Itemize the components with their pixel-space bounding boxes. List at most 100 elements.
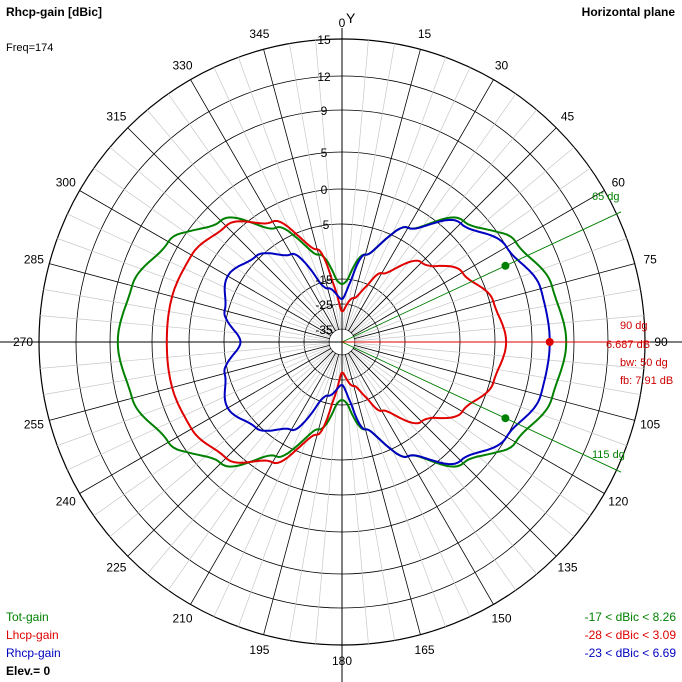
angle-tick-label: 210 xyxy=(172,611,192,625)
grid-spoke-minor xyxy=(349,93,517,332)
angle-tick-label: 240 xyxy=(56,495,76,509)
grid-spoke-major xyxy=(353,348,605,494)
grid-spoke-minor xyxy=(354,346,627,446)
marker-point xyxy=(501,261,510,270)
grid-spoke-major xyxy=(350,350,557,557)
angle-tick-label: 300 xyxy=(56,176,76,190)
grid-spoke-minor xyxy=(289,354,341,641)
marker-point xyxy=(545,338,554,346)
radial-tick-label: -5 xyxy=(319,218,330,232)
grid-spoke-minor xyxy=(315,354,342,644)
angle-tick-label: 90 xyxy=(654,335,668,349)
grid-spoke-major xyxy=(353,190,605,336)
radial-tick-label: 9 xyxy=(321,104,328,118)
angle-tick-label: 105 xyxy=(640,418,660,432)
grid-spoke-major xyxy=(127,127,334,334)
grid-spoke-minor xyxy=(43,289,330,341)
legend-lhcp-label: Lhcp-gain xyxy=(6,628,59,642)
grid-spoke-minor xyxy=(289,43,341,330)
series-tot-gain xyxy=(116,216,568,468)
grid-spoke-minor xyxy=(342,354,369,644)
angle-tick-label: 30 xyxy=(495,59,509,73)
radial-tick-label: -25 xyxy=(315,298,333,312)
grid-spoke-major xyxy=(344,49,421,330)
legend-tot-range: -17 < dBic < 8.26 xyxy=(584,610,676,624)
grid-spoke-major xyxy=(350,127,557,334)
grid-spoke-minor xyxy=(354,342,644,369)
grid-spoke-major xyxy=(344,354,421,635)
angle-tick-label: 60 xyxy=(612,176,626,190)
grid-spoke-major xyxy=(354,344,635,421)
grid-spoke-minor xyxy=(40,342,330,369)
chart-title: Rhcp-gain [dBic] xyxy=(6,5,102,19)
angle-tick-label: 45 xyxy=(561,109,575,123)
legend-rhcp-label: Rhcp-gain xyxy=(6,646,61,660)
grid-spoke-minor xyxy=(43,343,330,395)
grid-spoke-minor xyxy=(352,349,591,517)
marker-lower-label: 115 dg xyxy=(592,449,625,461)
grid-spoke-minor xyxy=(167,93,335,332)
grid-spoke-major xyxy=(49,263,330,340)
grid-spoke-minor xyxy=(343,43,395,330)
grid-spoke-major xyxy=(348,353,494,605)
grid-spoke-minor xyxy=(346,57,446,330)
main-direction-label: 90 dg xyxy=(620,320,648,332)
grid-spoke-major xyxy=(49,344,330,421)
marker-point xyxy=(501,414,510,423)
angle-tick-label: 15 xyxy=(418,27,432,41)
grid-spoke-minor xyxy=(342,40,369,330)
angle-tick-label: 195 xyxy=(249,643,269,657)
angle-tick-label: 345 xyxy=(249,27,269,41)
front-back-label: fb: 7.91 dB xyxy=(620,375,674,387)
legend-lhcp-range: -28 < dBic < 3.09 xyxy=(584,628,676,642)
main-gain-label: 6.687 dB xyxy=(606,339,651,351)
angle-tick-label: 75 xyxy=(643,252,657,266)
grid-spoke-major xyxy=(263,49,340,330)
grid-spoke-major xyxy=(79,190,331,336)
grid-spoke-minor xyxy=(67,213,331,337)
grid-spoke-minor xyxy=(352,167,591,335)
plane-label: Horizontal plane xyxy=(581,5,675,19)
grid-spoke-major xyxy=(190,353,336,605)
angle-tick-label: 165 xyxy=(415,643,435,657)
grid-spoke-major xyxy=(348,79,494,331)
grid-spoke-minor xyxy=(40,315,330,342)
grid-spoke-minor xyxy=(347,67,471,331)
marker-line xyxy=(341,211,622,343)
series-rhcp-gain xyxy=(223,218,551,466)
angle-tick-label: 255 xyxy=(24,418,44,432)
marker-layer xyxy=(341,211,650,473)
grid-spoke-minor xyxy=(213,67,337,331)
legend-tot-label: Tot-gain xyxy=(6,610,49,624)
freq-label: Freq=174 xyxy=(6,42,54,54)
y-axis-label: Y xyxy=(346,10,356,26)
grid-spoke-minor xyxy=(93,167,332,335)
radial-labels: 15 12 9 5 0 -5 -15 -25 -35 xyxy=(315,33,333,337)
grid-spoke-minor xyxy=(343,354,395,641)
angle-tick-label: 270 xyxy=(13,335,33,349)
grid-spoke-minor xyxy=(109,146,333,334)
grid-spoke-minor xyxy=(57,238,330,338)
grid-spoke-minor xyxy=(213,353,337,617)
angle-labels: 0153045607590105120135150165180195210225… xyxy=(13,16,668,668)
grid-spoke-minor xyxy=(347,353,471,617)
angle-tick-label: 0 xyxy=(339,16,346,30)
grid-spoke-minor xyxy=(167,352,335,591)
angle-tick-label: 120 xyxy=(608,495,628,509)
grid-spoke-minor xyxy=(109,350,333,538)
grid-spoke-minor xyxy=(354,315,644,342)
angle-tick-label: 135 xyxy=(558,561,578,575)
series-lhcp-gain xyxy=(165,219,508,465)
radial-tick-label: -35 xyxy=(315,323,333,337)
radial-tick-label: 15 xyxy=(317,33,331,47)
radial-tick-label: 5 xyxy=(321,146,328,160)
grid-spoke-minor xyxy=(67,347,331,471)
grid-spoke-minor xyxy=(346,354,446,627)
angle-tick-label: 285 xyxy=(24,252,44,266)
radial-tick-label: -15 xyxy=(315,273,333,287)
grid-spoke-major xyxy=(354,263,635,340)
radial-tick-label: 0 xyxy=(321,183,328,197)
marker-line xyxy=(341,341,622,473)
grid-spoke-major xyxy=(190,79,336,331)
